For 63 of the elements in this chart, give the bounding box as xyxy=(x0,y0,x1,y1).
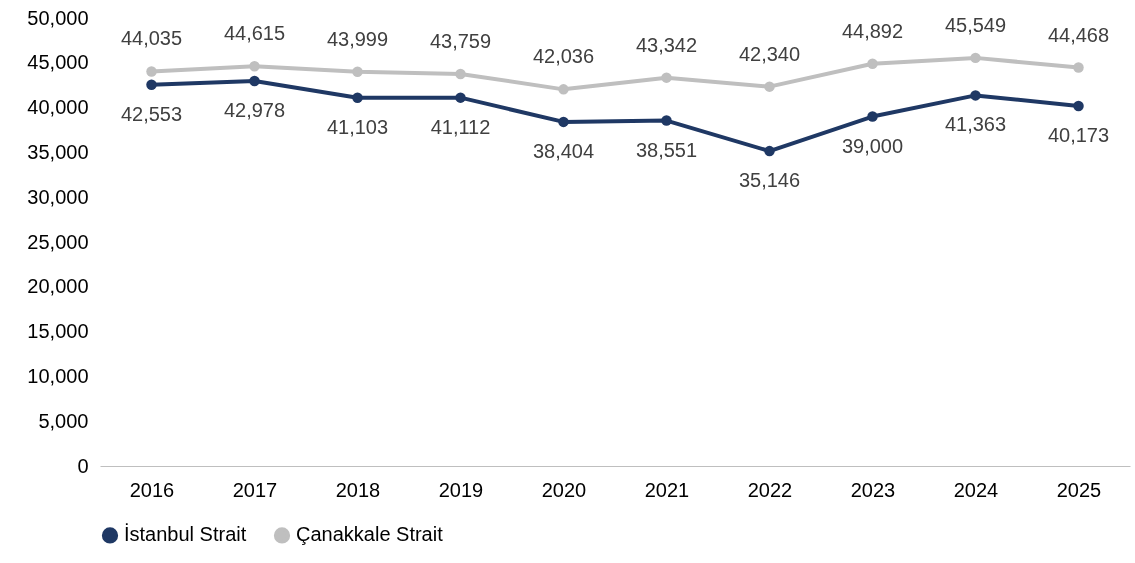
data-label: 39,000 xyxy=(841,134,904,157)
point xyxy=(146,79,157,90)
point xyxy=(455,92,466,103)
y-tick-label: 35,000 xyxy=(27,140,89,163)
point xyxy=(352,66,363,77)
data-label: 43,759 xyxy=(429,29,492,52)
x-tick-label: 2017 xyxy=(232,478,278,501)
data-label: 44,892 xyxy=(841,19,904,42)
data-label: 38,551 xyxy=(635,138,698,161)
x-tick-label: 2025 xyxy=(1056,478,1102,501)
y-tick-label: 15,000 xyxy=(27,320,89,343)
point xyxy=(970,90,981,101)
point xyxy=(661,72,672,83)
y-tick-label: 40,000 xyxy=(27,96,89,119)
data-label: 41,363 xyxy=(944,113,1007,136)
data-label: 45,549 xyxy=(944,13,1007,36)
point xyxy=(970,52,981,64)
x-tick-label: 2018 xyxy=(335,478,381,501)
y-tick-label: 10,000 xyxy=(27,364,89,387)
x-tick-label: 2020 xyxy=(541,478,587,501)
x-tick-label: 2022 xyxy=(747,478,793,501)
point xyxy=(558,84,569,95)
legend-label: Çanakkale Strait xyxy=(296,523,444,546)
data-label: 42,340 xyxy=(738,42,801,65)
point xyxy=(1073,100,1084,112)
point xyxy=(1073,62,1084,73)
data-label: 44,468 xyxy=(1047,23,1110,46)
point xyxy=(352,92,363,103)
data-label: 43,999 xyxy=(326,27,389,50)
data-label: 44,035 xyxy=(120,27,183,50)
y-tick-label: 0 xyxy=(77,454,89,477)
point xyxy=(455,68,466,80)
data-label: 41,103 xyxy=(326,115,389,138)
data-label: 42,036 xyxy=(532,45,595,68)
y-tick-label: 30,000 xyxy=(27,185,89,208)
y-tick-label: 5,000 xyxy=(38,409,89,432)
legend-label: İstanbul Strait xyxy=(124,523,247,546)
x-tick-label: 2019 xyxy=(438,478,484,501)
data-label: 41,112 xyxy=(430,115,491,138)
data-label: 43,342 xyxy=(635,33,698,56)
data-label: 44,615 xyxy=(223,22,286,45)
y-tick-label: 50,000 xyxy=(27,6,89,29)
point xyxy=(558,116,569,128)
y-tick-label: 25,000 xyxy=(27,230,89,253)
y-tick-label: 20,000 xyxy=(27,275,89,298)
data-label: 42,978 xyxy=(223,98,286,121)
x-tick-label: 2024 xyxy=(953,478,999,501)
point xyxy=(764,81,775,92)
x-tick-label: 2016 xyxy=(129,478,175,501)
point xyxy=(146,66,157,77)
point xyxy=(867,58,878,69)
x-tick-label: 2021 xyxy=(644,478,690,501)
y-tick-label: 45,000 xyxy=(27,51,89,74)
x-tick-label: 2023 xyxy=(850,478,896,501)
data-label: 38,404 xyxy=(532,139,595,162)
data-label: 40,173 xyxy=(1047,124,1110,147)
data-label: 42,553 xyxy=(120,102,183,125)
point xyxy=(249,61,260,72)
point xyxy=(867,111,878,122)
point xyxy=(764,145,775,157)
point xyxy=(661,115,672,126)
data-label: 35,146 xyxy=(738,169,801,192)
point xyxy=(249,75,260,87)
